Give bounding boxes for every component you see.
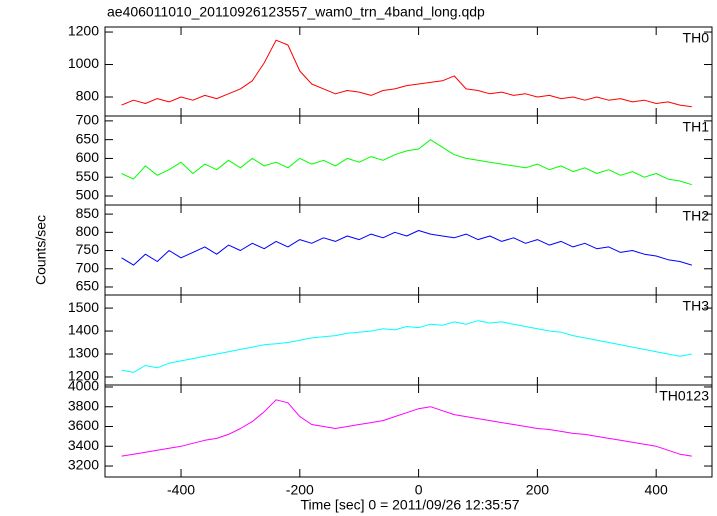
y-tick-label: 800 bbox=[76, 88, 100, 104]
y-tick-label: 550 bbox=[76, 168, 100, 184]
y-tick-label: 1400 bbox=[68, 322, 99, 338]
panel-frame bbox=[104, 115, 713, 206]
y-tick-label: 650 bbox=[76, 278, 100, 294]
y-tick-label: 650 bbox=[76, 130, 100, 146]
y-tick-label: 750 bbox=[76, 241, 100, 257]
y-tick-label: 500 bbox=[76, 187, 100, 203]
y-tick-label: 4000 bbox=[68, 378, 99, 394]
series-label: TH1 bbox=[683, 119, 710, 135]
x-tick-label: 0 bbox=[415, 482, 423, 498]
x-tick-label: 400 bbox=[644, 482, 668, 498]
data-line bbox=[121, 139, 692, 186]
y-axis-label: Counts/sec bbox=[33, 215, 49, 285]
x-tick-label: -400 bbox=[167, 482, 195, 498]
y-tick-label: 700 bbox=[76, 112, 100, 128]
y-tick-label: 1300 bbox=[68, 345, 99, 361]
y-tick-label: 1200 bbox=[68, 368, 99, 384]
series-label: TH2 bbox=[683, 208, 710, 224]
data-line bbox=[121, 230, 692, 266]
y-tick-label: 1000 bbox=[68, 55, 99, 71]
data-line bbox=[121, 320, 692, 373]
data-line bbox=[121, 39, 692, 108]
x-tick-label: -200 bbox=[286, 482, 314, 498]
y-tick-label: 3800 bbox=[68, 397, 99, 413]
y-tick-label: 3600 bbox=[68, 417, 99, 433]
y-tick-label: 800 bbox=[76, 223, 100, 239]
x-tick-label: 200 bbox=[526, 482, 550, 498]
panel-frame bbox=[104, 384, 713, 478]
y-tick-label: 850 bbox=[76, 205, 100, 221]
y-tick-label: 3400 bbox=[68, 437, 99, 453]
series-label: TH3 bbox=[683, 298, 710, 314]
y-tick-label: 600 bbox=[76, 149, 100, 165]
x-axis-label: Time [sec] 0 = 2011/09/26 12:35:57 bbox=[300, 497, 519, 513]
series-label: TH0123 bbox=[659, 388, 709, 404]
y-tick-label: 700 bbox=[76, 259, 100, 275]
panel-frame bbox=[104, 294, 713, 386]
data-line bbox=[121, 399, 692, 457]
y-tick-label: 1500 bbox=[68, 299, 99, 315]
y-tick-label: 3200 bbox=[68, 457, 99, 473]
chart-title: ae406011010_20110926123557_wam0_trn_4ban… bbox=[107, 4, 485, 20]
panel-frame bbox=[104, 204, 713, 296]
y-tick-label: 1200 bbox=[68, 23, 99, 39]
panel-frame bbox=[104, 26, 713, 117]
series-label: TH0 bbox=[683, 30, 710, 46]
